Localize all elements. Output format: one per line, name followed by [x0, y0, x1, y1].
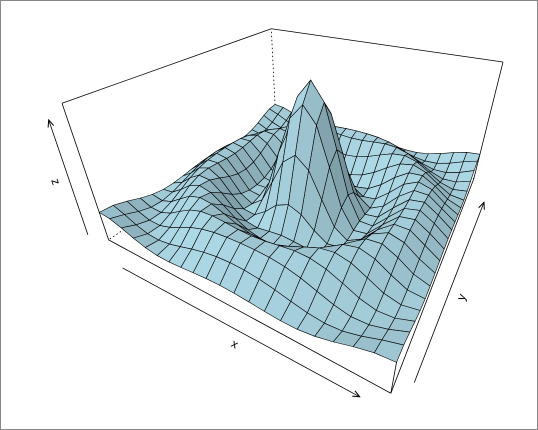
box-edge	[108, 239, 392, 394]
z-axis-label: z	[48, 177, 63, 187]
surface-facet	[302, 79, 325, 126]
box-edge	[61, 28, 272, 104]
box-edge	[61, 103, 110, 240]
surface-facet	[374, 339, 405, 363]
box-edge	[390, 178, 475, 394]
surface	[98, 79, 481, 363]
y-axis-label: y	[454, 292, 469, 303]
box-edge	[473, 61, 504, 179]
y-axis-arrow	[413, 202, 484, 383]
z-axis-arrow	[49, 120, 89, 235]
x-axis-label: x	[229, 336, 241, 351]
x-axis-arrow	[122, 267, 360, 397]
box-edge	[271, 28, 504, 63]
axes: x y z	[48, 120, 484, 397]
